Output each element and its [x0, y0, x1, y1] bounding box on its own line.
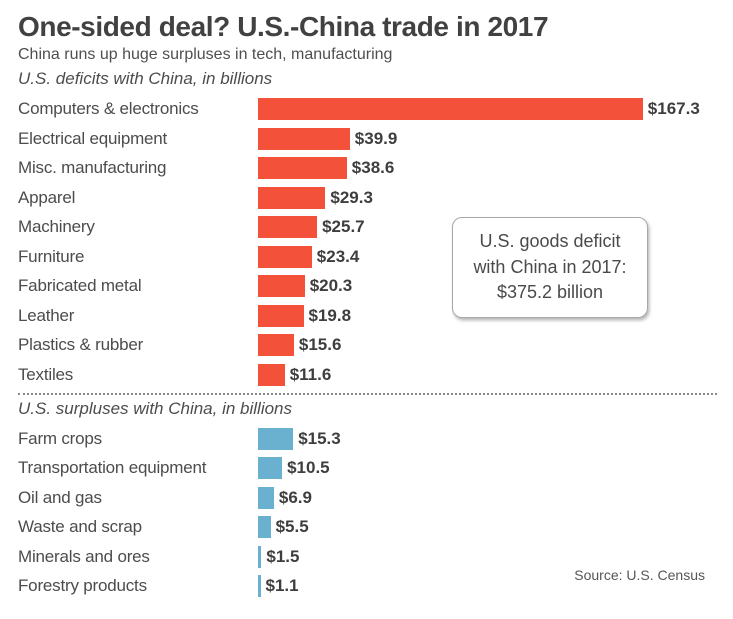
category-label: Leather — [18, 305, 75, 325]
bar-row: Transportation equipment $10.5 — [18, 453, 715, 483]
callout-line-2: with China in 2017: — [473, 256, 627, 277]
bar — [258, 98, 643, 121]
bar — [258, 275, 305, 298]
source-label: Source: U.S. Census — [574, 567, 705, 583]
bar-row: Electrical equipment $39.9 — [18, 124, 715, 154]
category-label: Minerals and ores — [18, 546, 150, 566]
callout-line-1: U.S. goods deficit — [479, 231, 621, 251]
bar-row: Minerals and ores $1.5 — [18, 542, 715, 572]
value-label: $5.5 — [275, 517, 309, 537]
bar — [258, 427, 294, 450]
bar-row: Forestry products $1.1 — [18, 571, 715, 601]
value-label: $15.6 — [298, 335, 342, 355]
bar — [258, 363, 285, 386]
category-label: Textiles — [18, 364, 74, 384]
bar-row: Fabricated metal $20.3 — [18, 272, 715, 302]
category-label: Farm crops — [18, 428, 102, 448]
category-label: Waste and scrap — [18, 517, 142, 537]
category-label: Electrical equipment — [18, 128, 168, 148]
value-label: $23.4 — [316, 246, 360, 266]
category-label: Transportation equipment — [18, 458, 207, 478]
bar-row: Farm crops $15.3 — [18, 424, 715, 454]
value-label: $11.6 — [289, 364, 332, 384]
category-label: Oil and gas — [18, 487, 102, 507]
category-label: Fabricated metal — [18, 276, 142, 296]
chart-subtitle: China runs up huge surpluses in tech, ma… — [18, 46, 393, 64]
value-label: $1.5 — [266, 546, 300, 566]
bar — [258, 127, 350, 150]
bar — [258, 516, 271, 539]
value-label: $39.9 — [354, 128, 398, 148]
value-label: $20.3 — [309, 276, 353, 296]
value-label: $10.5 — [287, 458, 330, 478]
bar — [258, 304, 304, 327]
bar-row: Waste and scrap $5.5 — [18, 512, 715, 542]
category-label: Machinery — [18, 217, 95, 237]
section-divider — [18, 392, 717, 395]
category-label: Apparel — [18, 187, 76, 207]
bar-row: Computers & electronics $167.3 — [18, 95, 715, 125]
deficits-section-label: U.S. deficits with China, in billions — [18, 69, 273, 89]
bar — [258, 334, 294, 357]
surpluses-section-label: U.S. surpluses with China, in billions — [18, 398, 293, 418]
bar — [258, 216, 318, 239]
bar-row: Furniture $23.4 — [18, 242, 715, 272]
bar-row: Leather $19.8 — [18, 301, 715, 331]
page-title: One-sided deal? U.S.-China trade in 2017 — [18, 11, 549, 42]
deficits-bar-rows: Computers & electronics $167.3 Electrica… — [18, 95, 715, 390]
bar — [258, 186, 326, 209]
bar-row: Textiles $11.6 — [18, 360, 715, 390]
bar — [258, 157, 347, 180]
bar-row: Apparel $29.3 — [18, 183, 715, 213]
value-label: $38.6 — [351, 158, 395, 178]
bar-row: Misc. manufacturing $38.6 — [18, 154, 715, 184]
bar-row: Oil and gas $6.9 — [18, 483, 715, 513]
bar — [258, 575, 261, 598]
bar — [258, 545, 262, 568]
category-label: Misc. manufacturing — [18, 158, 167, 178]
value-label: $19.8 — [308, 305, 352, 325]
value-label: $167.3 — [647, 99, 700, 119]
category-label: Furniture — [18, 246, 85, 266]
category-label: Forestry products — [18, 576, 147, 596]
value-label: $25.7 — [322, 217, 365, 237]
bar-row: Plastics & rubber $15.6 — [18, 331, 715, 361]
category-label: Computers & electronics — [18, 99, 199, 119]
bar-row: Machinery $25.7 — [18, 213, 715, 243]
bar — [258, 486, 274, 509]
value-label: $1.1 — [265, 576, 299, 596]
bar — [258, 457, 283, 480]
category-label: Plastics & rubber — [18, 335, 144, 355]
deficit-total-callout: U.S. goods deficit with China in 2017: $… — [452, 217, 648, 318]
surpluses-bar-rows: Farm crops $15.3 Transportation equipmen… — [18, 424, 715, 601]
callout-line-3: $375.2 billion — [496, 282, 604, 303]
value-label: $29.3 — [330, 187, 373, 207]
value-label: $15.3 — [298, 428, 341, 448]
bar — [258, 245, 312, 268]
value-label: $6.9 — [278, 487, 312, 507]
